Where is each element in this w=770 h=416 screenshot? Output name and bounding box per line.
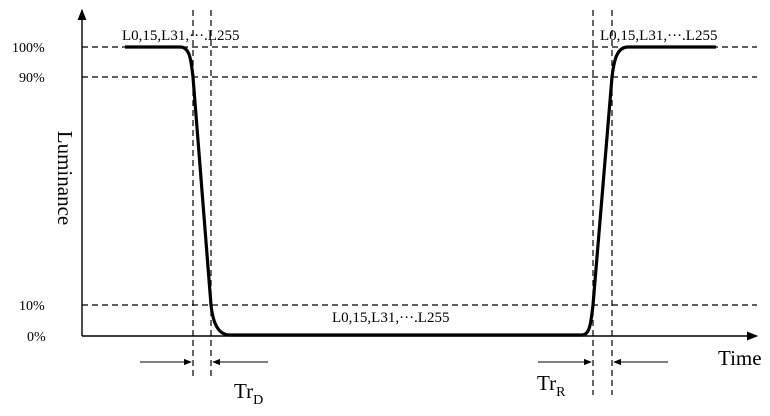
fall-time-sub: D: [253, 393, 263, 408]
rise-time-sub: R: [556, 385, 566, 400]
fall-time-label: TrD: [234, 379, 263, 408]
label-90: 90%: [19, 71, 45, 86]
annotation-top-left: L0,15,L31,···.L255: [122, 28, 239, 44]
annotation-top-right: L0,15,L31,···.L255: [600, 28, 717, 44]
label-0: 0%: [27, 330, 46, 345]
fall-time-main: Tr: [234, 379, 253, 403]
x-axis-title: Time: [718, 346, 762, 370]
label-10: 10%: [19, 299, 45, 314]
rise-time-label: TrR: [537, 371, 566, 400]
y-axis-title: Luminance: [53, 131, 77, 225]
annotation-bottom-mid: L0,15,L31,···.L255: [332, 310, 449, 326]
label-100: 100%: [12, 41, 45, 56]
luminance-curve: [125, 45, 716, 337]
rise-time-main: Tr: [537, 371, 556, 395]
